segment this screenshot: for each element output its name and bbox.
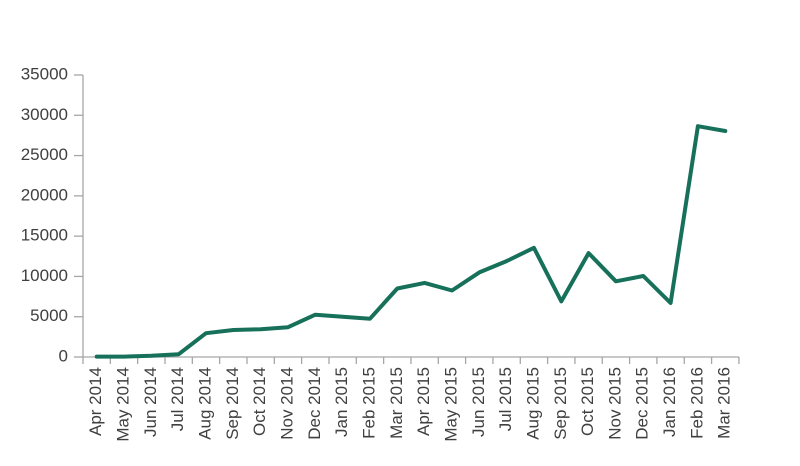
x-tick-label: Feb 2016 bbox=[687, 367, 706, 439]
x-tick-label: Dec 2014 bbox=[305, 367, 324, 440]
x-tick-label: Jul 2015 bbox=[496, 367, 515, 431]
x-tick-label: Jul 2014 bbox=[168, 367, 187, 431]
x-tick-label: Mar 2016 bbox=[715, 367, 734, 439]
x-tick-label: Dec 2015 bbox=[633, 367, 652, 440]
data-series-line bbox=[94, 124, 728, 359]
x-tick-label: Oct 2015 bbox=[578, 367, 597, 436]
x-tick-label: Apr 2015 bbox=[414, 367, 433, 436]
x-tick-label: Mar 2015 bbox=[387, 367, 406, 439]
y-tick-label: 25000 bbox=[21, 145, 68, 164]
y-tick-label: 15000 bbox=[21, 226, 68, 245]
x-tick-label: May 2014 bbox=[113, 367, 132, 442]
x-tick-label: May 2015 bbox=[441, 367, 460, 442]
y-tick-label: 20000 bbox=[21, 185, 68, 204]
y-tick-label: 5000 bbox=[30, 306, 68, 325]
x-tick-label: Jan 2016 bbox=[660, 367, 679, 437]
y-tick-label: 30000 bbox=[21, 105, 68, 124]
x-tick-label: Jun 2015 bbox=[469, 367, 488, 437]
x-tick-label: Aug 2015 bbox=[523, 367, 542, 440]
y-tick-label: 10000 bbox=[21, 266, 68, 285]
x-tick-label: Oct 2014 bbox=[250, 367, 269, 436]
x-tick-label: Sep 2015 bbox=[551, 367, 570, 440]
y-tick-label: 35000 bbox=[21, 64, 68, 83]
x-tick-label: Nov 2014 bbox=[277, 367, 296, 440]
x-tick-label: Nov 2015 bbox=[605, 367, 624, 440]
y-tick-label: 0 bbox=[59, 346, 68, 365]
x-tick-label: Sep 2014 bbox=[223, 367, 242, 440]
x-tick-label: Jun 2014 bbox=[141, 367, 160, 437]
x-tick-label: Jan 2015 bbox=[332, 367, 351, 437]
x-tick-label: Apr 2014 bbox=[86, 367, 105, 436]
x-tick-label: Feb 2015 bbox=[359, 367, 378, 439]
x-tick-label: Aug 2014 bbox=[195, 367, 214, 440]
